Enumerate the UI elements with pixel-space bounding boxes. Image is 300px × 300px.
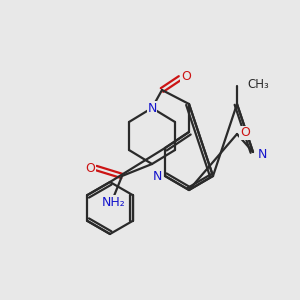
Text: NH₂: NH₂ bbox=[102, 196, 126, 208]
Text: N: N bbox=[152, 169, 162, 182]
Text: N: N bbox=[147, 101, 157, 115]
Text: CH₃: CH₃ bbox=[247, 77, 269, 91]
Text: N: N bbox=[257, 148, 267, 160]
Text: O: O bbox=[181, 70, 191, 83]
Text: O: O bbox=[85, 161, 95, 175]
Text: O: O bbox=[240, 127, 250, 140]
